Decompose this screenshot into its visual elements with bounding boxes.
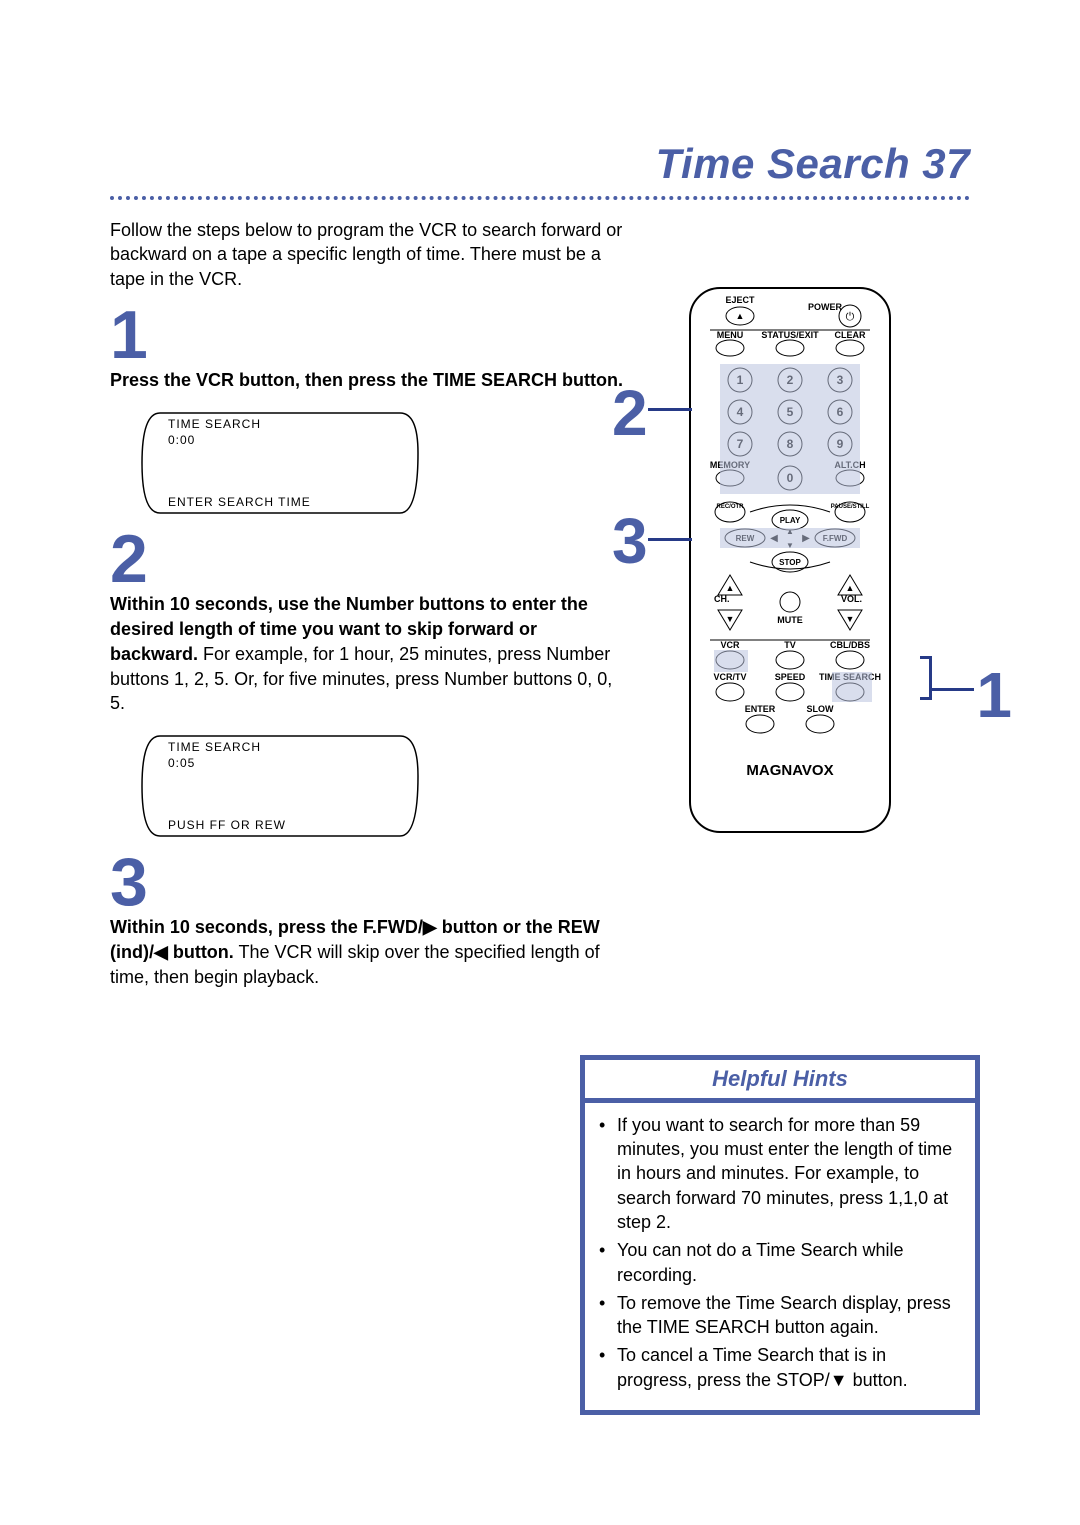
page: Time Search 37 Follow the steps below to…	[0, 0, 1080, 1525]
callout-3: 3	[612, 504, 648, 578]
step-2-text: Within 10 seconds, use the Number button…	[110, 592, 630, 716]
svg-text:VCR: VCR	[720, 640, 740, 650]
helpful-hints-header: Helpful Hints	[585, 1060, 975, 1103]
svg-text:⏻: ⏻	[846, 311, 855, 323]
lbl-statusexit: STATUS/EXIT	[761, 330, 819, 340]
screen-2: TIME SEARCH 0:05 PUSH FF OR REW	[140, 726, 420, 846]
step-3-text: Within 10 seconds, press the F.FWD/▶ but…	[110, 915, 630, 989]
hint-item: If you want to search for more than 59 m…	[599, 1113, 961, 1234]
svg-text:▼: ▼	[846, 614, 855, 624]
rew-glyph: ◀	[154, 942, 168, 962]
svg-text:TV: TV	[784, 640, 796, 650]
svg-text:▲: ▲	[846, 583, 855, 593]
lbl-menu: MENU	[717, 330, 744, 340]
intro-paragraph: Follow the steps below to program the VC…	[110, 218, 630, 291]
svg-text:CBL/DBS: CBL/DBS	[830, 640, 870, 650]
dotted-rule	[110, 196, 970, 200]
screen-1: TIME SEARCH 0:00 ENTER SEARCH TIME	[140, 403, 420, 523]
svg-text:VCR/TV: VCR/TV	[713, 672, 746, 682]
svg-text:PAUSE/STILL: PAUSE/STILL	[831, 504, 870, 510]
svg-text:VOL.: VOL.	[841, 594, 862, 604]
step-1-text: Press the VCR button, then press the TIM…	[110, 368, 630, 393]
helpful-hints-list: If you want to search for more than 59 m…	[585, 1103, 975, 1410]
screen-2-line1: TIME SEARCH	[168, 740, 261, 754]
svg-text:STOP: STOP	[779, 558, 801, 567]
screen-2-bottom: PUSH FF OR REW	[168, 818, 286, 832]
lbl-eject: EJECT	[725, 295, 755, 305]
callout-1: 1	[976, 658, 1012, 732]
svg-text:▲: ▲	[726, 583, 735, 593]
remote-illustration: EJECT ▲ POWER ⏻ MENU STATUS/EXIT CLEAR 1…	[650, 280, 970, 845]
screen-1-bottom: ENTER SEARCH TIME	[168, 495, 311, 509]
hint-item: To cancel a Time Search that is in progr…	[599, 1343, 961, 1392]
svg-text:SPEED: SPEED	[775, 672, 806, 682]
callout-2: 2	[612, 376, 648, 450]
helpful-hints-box: Helpful Hints If you want to search for …	[580, 1055, 980, 1415]
step-3-bold-a: Within 10 seconds, press the F.FWD/	[110, 917, 423, 937]
lbl-clear: CLEAR	[835, 330, 866, 340]
screen-2-line2: 0:05	[168, 756, 195, 770]
page-title: Time Search 37	[110, 140, 970, 188]
svg-text:▲: ▲	[736, 311, 745, 321]
screen-1-line1: TIME SEARCH	[168, 417, 261, 431]
svg-text:▼: ▼	[726, 614, 735, 624]
svg-text:ENTER: ENTER	[745, 704, 776, 714]
hint-item: To remove the Time Search display, press…	[599, 1291, 961, 1340]
svg-text:SLOW: SLOW	[807, 704, 835, 714]
remote-brand: MAGNAVOX	[746, 762, 833, 779]
svg-text:MUTE: MUTE	[777, 615, 803, 625]
remote-svg: EJECT ▲ POWER ⏻ MENU STATUS/EXIT CLEAR 1…	[650, 280, 930, 840]
step-3-bold-c: button.	[168, 942, 234, 962]
hint-item: You can not do a Time Search while recor…	[599, 1238, 961, 1287]
step-3-number: 3	[110, 852, 970, 913]
svg-text:CH.: CH.	[714, 594, 730, 604]
screen-1-line2: 0:00	[168, 433, 195, 447]
step-1-bold: Press the VCR button, then press the TIM…	[110, 370, 623, 390]
ffwd-glyph: ▶	[423, 917, 437, 937]
svg-text:REC/OTR: REC/OTR	[717, 504, 745, 510]
svg-text:PLAY: PLAY	[780, 516, 801, 525]
lbl-power: POWER	[808, 302, 843, 312]
